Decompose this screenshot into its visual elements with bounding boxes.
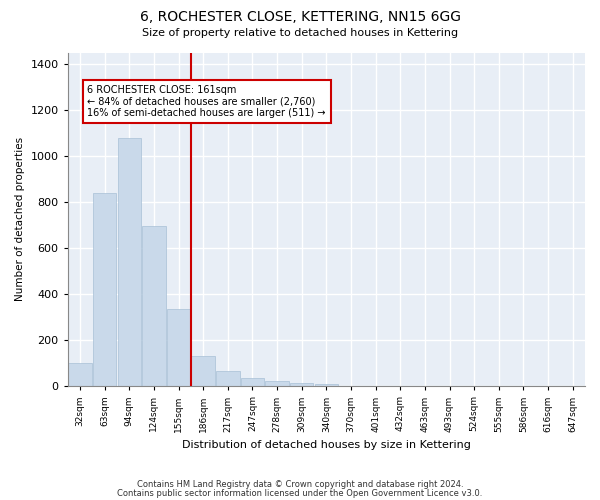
X-axis label: Distribution of detached houses by size in Kettering: Distribution of detached houses by size … bbox=[182, 440, 471, 450]
Bar bbox=[241, 378, 264, 386]
Text: Size of property relative to detached houses in Kettering: Size of property relative to detached ho… bbox=[142, 28, 458, 38]
Y-axis label: Number of detached properties: Number of detached properties bbox=[15, 138, 25, 302]
Bar bbox=[216, 372, 239, 386]
Bar bbox=[265, 381, 289, 386]
Bar bbox=[167, 309, 190, 386]
Bar bbox=[191, 356, 215, 386]
Text: Contains public sector information licensed under the Open Government Licence v3: Contains public sector information licen… bbox=[118, 488, 482, 498]
Bar bbox=[142, 226, 166, 386]
Text: Contains HM Land Registry data © Crown copyright and database right 2024.: Contains HM Land Registry data © Crown c… bbox=[137, 480, 463, 489]
Bar bbox=[118, 138, 141, 386]
Text: 6, ROCHESTER CLOSE, KETTERING, NN15 6GG: 6, ROCHESTER CLOSE, KETTERING, NN15 6GG bbox=[139, 10, 461, 24]
Text: 6 ROCHESTER CLOSE: 161sqm
← 84% of detached houses are smaller (2,760)
16% of se: 6 ROCHESTER CLOSE: 161sqm ← 84% of detac… bbox=[88, 84, 326, 118]
Bar bbox=[68, 363, 92, 386]
Bar bbox=[93, 193, 116, 386]
Bar bbox=[314, 384, 338, 386]
Bar bbox=[290, 383, 313, 386]
